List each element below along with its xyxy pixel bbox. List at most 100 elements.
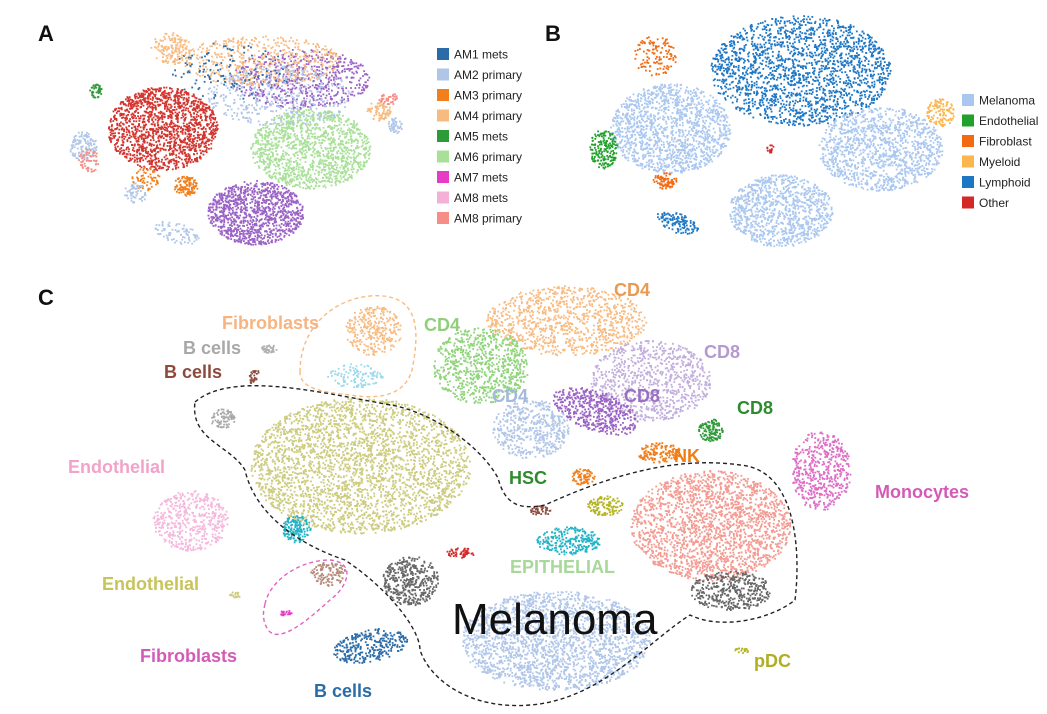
point: [274, 49, 277, 52]
point: [285, 204, 288, 207]
point: [188, 144, 190, 146]
point: [168, 94, 171, 96]
point: [159, 167, 161, 170]
point: [111, 129, 113, 132]
point: [266, 233, 269, 236]
point: [302, 111, 304, 114]
point: [165, 126, 167, 129]
point: [142, 128, 145, 131]
point: [270, 156, 272, 158]
point: [326, 61, 328, 64]
point: [161, 118, 164, 121]
point: [347, 64, 350, 67]
point: [208, 49, 211, 52]
point: [296, 175, 299, 178]
point: [125, 156, 128, 159]
point: [273, 207, 276, 210]
point: [288, 169, 290, 172]
point: [210, 130, 213, 132]
point: [311, 166, 314, 169]
point: [282, 40, 285, 42]
point: [192, 124, 195, 126]
point: [288, 211, 291, 214]
point: [281, 210, 284, 213]
point: [331, 74, 333, 77]
point: [203, 145, 206, 148]
point: [119, 112, 122, 115]
point: [327, 117, 330, 119]
point: [346, 163, 349, 166]
point: [209, 109, 211, 111]
point: [133, 144, 136, 147]
point: [201, 128, 204, 130]
point: [181, 162, 184, 165]
point: [156, 116, 159, 119]
point: [343, 147, 346, 149]
point: [299, 203, 302, 206]
point: [140, 101, 142, 103]
point: [291, 66, 294, 69]
point: [277, 180, 280, 182]
point: [265, 222, 267, 225]
point: [147, 97, 149, 100]
point: [235, 199, 238, 201]
point: [237, 188, 240, 191]
point: [125, 104, 128, 107]
point: [293, 62, 296, 65]
point: [247, 184, 250, 186]
point: [225, 215, 228, 217]
point: [296, 199, 299, 202]
point: [153, 88, 156, 91]
point: [256, 205, 259, 208]
point: [352, 72, 355, 75]
point: [172, 130, 175, 133]
point: [350, 176, 353, 179]
point: [244, 186, 246, 188]
point: [359, 135, 362, 138]
point: [140, 130, 143, 133]
point: [264, 188, 267, 190]
point: [257, 129, 259, 132]
point: [260, 241, 263, 244]
point: [274, 136, 276, 139]
point: [289, 137, 292, 139]
point: [255, 71, 258, 73]
point: [120, 149, 123, 152]
point: [283, 217, 286, 220]
point: [170, 110, 172, 112]
point: [262, 91, 265, 94]
point: [161, 135, 164, 137]
point: [256, 150, 259, 153]
point: [229, 226, 232, 229]
point: [338, 138, 340, 140]
point: [192, 108, 195, 111]
point: [137, 136, 140, 139]
point: [297, 61, 300, 64]
point: [249, 193, 252, 196]
point: [124, 117, 126, 119]
point: [136, 151, 138, 154]
point: [287, 135, 290, 138]
point: [320, 57, 323, 60]
point: [193, 116, 195, 119]
point: [255, 220, 258, 222]
point: [291, 216, 294, 219]
point: [297, 225, 300, 228]
point: [290, 199, 292, 202]
point: [323, 133, 325, 135]
point: [174, 138, 177, 141]
point: [133, 156, 136, 159]
point: [142, 126, 145, 129]
point: [307, 56, 310, 59]
point: [121, 153, 124, 155]
point: [201, 107, 204, 110]
point: [109, 128, 111, 131]
point: [347, 97, 349, 100]
point: [282, 130, 285, 132]
point: [294, 226, 297, 229]
point: [168, 96, 171, 99]
point: [221, 231, 223, 234]
point: [280, 205, 283, 207]
point: [137, 102, 140, 104]
point: [268, 222, 271, 225]
